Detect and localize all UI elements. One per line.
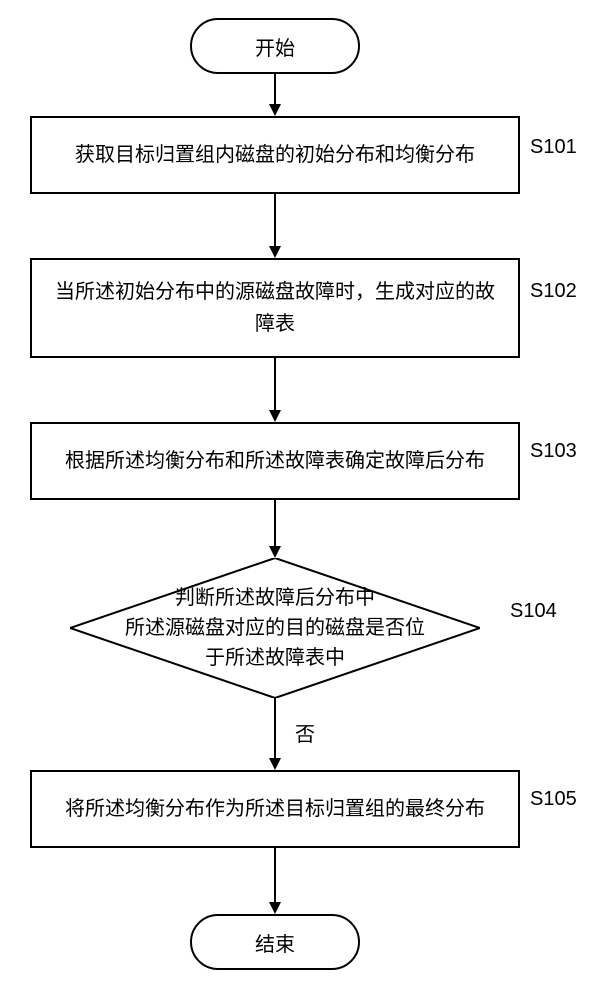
end-text: 结束 <box>255 928 295 957</box>
s104-label: S104 <box>510 600 557 623</box>
arrow-4 <box>265 500 285 558</box>
s102-text: 当所述初始分布中的源磁盘故障时，生成对应的故 障表 <box>55 276 495 340</box>
flowchart-container: 开始 获取目标归置组内磁盘的初始分布和均衡分布 S101 当所述初始分布中的源磁… <box>0 0 607 1000</box>
arrow-5 <box>265 698 285 770</box>
start-text: 开始 <box>255 32 295 61</box>
s105-label: S105 <box>530 788 577 811</box>
process-s105: 将所述均衡分布作为所述目标归置组的最终分布 <box>30 770 520 848</box>
arrow-3 <box>265 358 285 422</box>
arrow-2 <box>265 194 285 258</box>
s104-text: 判断所述故障后分布中 所述源磁盘对应的目的磁盘是否位 于所述故障表中 <box>70 583 480 673</box>
s103-text: 根据所述均衡分布和所述故障表确定故障后分布 <box>65 445 485 477</box>
process-s102: 当所述初始分布中的源磁盘故障时，生成对应的故 障表 <box>30 258 520 358</box>
arrow-6 <box>265 848 285 914</box>
arrow-1 <box>265 74 285 116</box>
s102-label: S102 <box>530 280 577 303</box>
s105-text: 将所述均衡分布作为所述目标归置组的最终分布 <box>65 793 485 825</box>
s101-text: 获取目标归置组内磁盘的初始分布和均衡分布 <box>75 139 475 171</box>
decision-s104: 判断所述故障后分布中 所述源磁盘对应的目的磁盘是否位 于所述故障表中 <box>70 558 480 698</box>
process-s101: 获取目标归置组内磁盘的初始分布和均衡分布 <box>30 116 520 194</box>
no-label: 否 <box>295 718 315 747</box>
start-node: 开始 <box>190 18 360 74</box>
s103-label: S103 <box>530 440 577 463</box>
s101-label: S101 <box>530 136 577 159</box>
process-s103: 根据所述均衡分布和所述故障表确定故障后分布 <box>30 422 520 500</box>
end-node: 结束 <box>190 914 360 970</box>
